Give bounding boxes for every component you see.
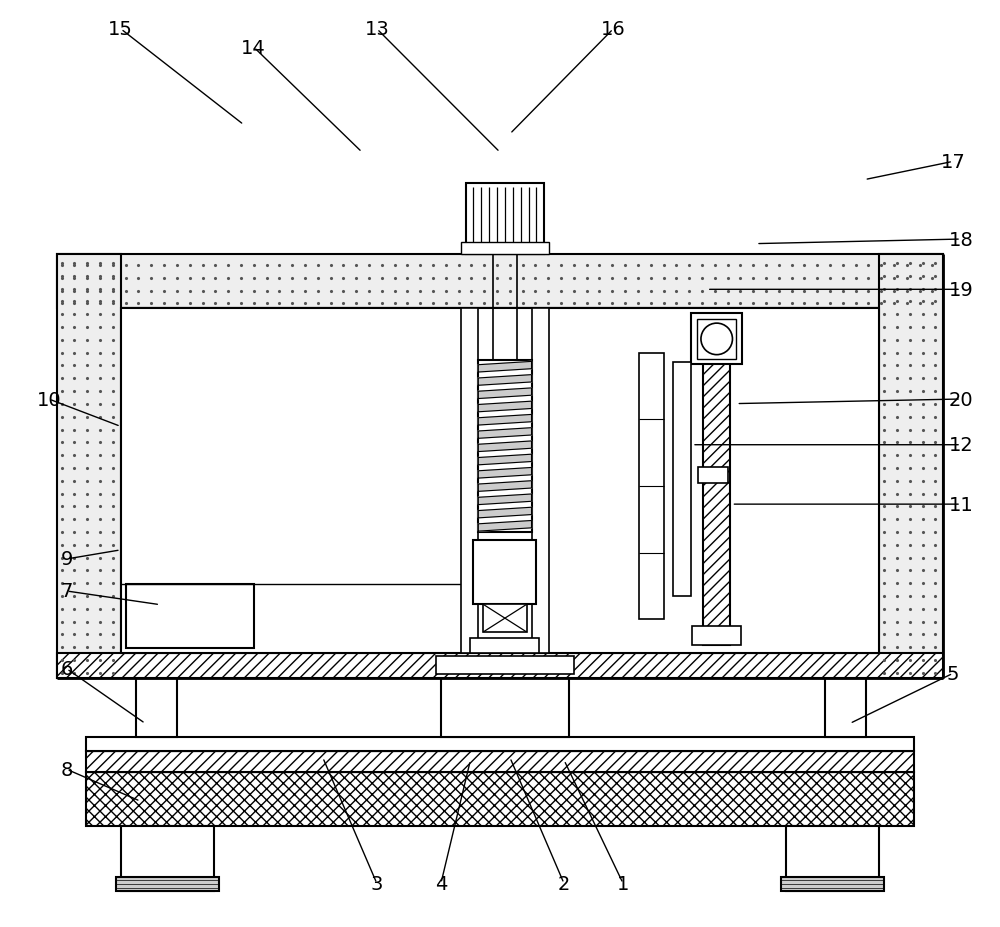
Polygon shape <box>478 415 532 425</box>
Polygon shape <box>478 494 532 505</box>
Polygon shape <box>478 521 532 531</box>
Polygon shape <box>478 441 532 452</box>
Bar <box>121 827 214 891</box>
Text: 9: 9 <box>60 550 73 569</box>
Bar <box>461 309 478 654</box>
Bar <box>466 184 544 255</box>
Bar <box>879 255 943 678</box>
Bar <box>483 604 527 632</box>
Bar <box>436 656 574 674</box>
Text: 2: 2 <box>558 874 570 893</box>
Bar <box>781 877 884 891</box>
Bar <box>86 751 914 772</box>
Polygon shape <box>478 388 532 400</box>
Text: 16: 16 <box>601 20 626 39</box>
Bar <box>692 626 741 645</box>
Bar <box>461 243 549 255</box>
Polygon shape <box>478 481 532 492</box>
Bar <box>532 309 549 654</box>
Text: 3: 3 <box>371 874 383 893</box>
Text: 15: 15 <box>108 20 133 39</box>
Text: 10: 10 <box>37 390 61 409</box>
Bar <box>57 654 943 678</box>
Polygon shape <box>478 375 532 386</box>
Bar <box>703 321 730 645</box>
Text: 20: 20 <box>949 390 973 409</box>
Text: 6: 6 <box>60 659 73 679</box>
Text: 18: 18 <box>949 230 973 249</box>
Bar <box>478 361 532 533</box>
Text: 13: 13 <box>364 20 389 39</box>
Text: 8: 8 <box>60 760 73 779</box>
Bar <box>57 255 943 309</box>
Text: 12: 12 <box>949 436 973 455</box>
Polygon shape <box>478 401 532 413</box>
Text: 14: 14 <box>241 39 266 57</box>
Bar <box>441 668 569 737</box>
Text: 1: 1 <box>617 874 629 893</box>
Bar <box>86 737 914 751</box>
Text: 11: 11 <box>949 495 973 514</box>
Bar <box>470 639 539 654</box>
Bar <box>136 678 177 737</box>
Text: 19: 19 <box>949 281 973 299</box>
Bar <box>86 772 914 827</box>
Text: 7: 7 <box>60 582 73 601</box>
Polygon shape <box>478 455 532 465</box>
Bar <box>691 314 742 365</box>
Bar <box>57 255 121 678</box>
Bar <box>786 827 879 891</box>
Bar <box>673 363 691 597</box>
Bar <box>825 678 866 737</box>
Text: 17: 17 <box>941 153 965 171</box>
Polygon shape <box>478 508 532 518</box>
Text: 4: 4 <box>435 874 447 893</box>
Polygon shape <box>478 428 532 438</box>
Bar <box>473 540 536 604</box>
Bar <box>697 320 736 359</box>
Bar <box>698 467 728 483</box>
Polygon shape <box>478 468 532 478</box>
Text: 5: 5 <box>947 664 959 683</box>
Polygon shape <box>478 362 532 373</box>
Bar <box>639 353 664 619</box>
Bar <box>126 585 254 649</box>
Bar <box>121 309 879 654</box>
Bar <box>116 877 219 891</box>
